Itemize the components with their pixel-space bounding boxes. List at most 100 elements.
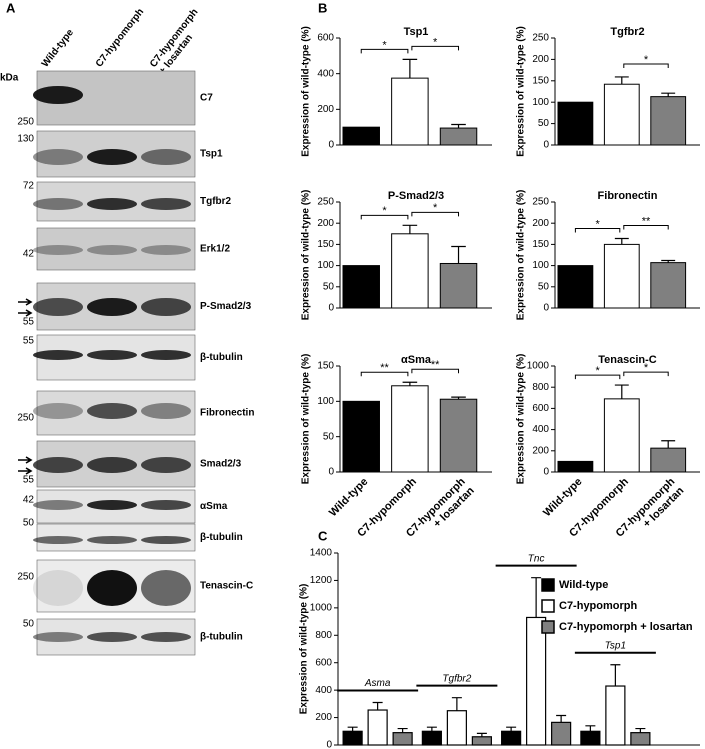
chart-title: Tgfbr2	[610, 26, 644, 38]
y-tick-label: 600	[532, 403, 549, 414]
significance-label: **	[431, 359, 440, 371]
legend-label: C7-hypomorph + losartan	[559, 621, 693, 633]
y-axis-label: Expression of wild-type (%)	[301, 354, 312, 485]
error-bar	[397, 727, 408, 733]
bar	[392, 732, 413, 746]
blot-label: Tgfbr2	[200, 196, 232, 207]
bar	[650, 262, 687, 309]
blot-band	[141, 457, 191, 473]
error-bar	[635, 727, 646, 733]
bar	[421, 730, 442, 746]
y-tick-label: 50	[538, 118, 550, 129]
significance-label: **	[380, 362, 389, 374]
y-tick-label: 150	[532, 239, 549, 250]
column-header: C7-hypomorph+ losartan	[148, 7, 200, 77]
y-tick-label: 200	[532, 54, 549, 65]
error-bar	[372, 701, 383, 711]
significance-bracket	[574, 374, 621, 380]
bar	[391, 77, 429, 146]
bar	[471, 736, 492, 746]
bar	[501, 730, 522, 746]
y-axis-label-text: Expression of wild-type (%)	[516, 354, 527, 485]
band-arrow	[18, 467, 33, 475]
y-tick-label: 250	[532, 33, 549, 44]
marker-label: 55	[23, 475, 35, 486]
y-tick-label: 150	[317, 239, 334, 250]
bar	[439, 127, 478, 146]
blot-label: αSma	[200, 501, 228, 512]
blot-band	[141, 403, 191, 419]
bar	[603, 398, 640, 473]
bar	[342, 126, 380, 146]
significance-label: *	[382, 39, 387, 51]
column-header-text: C7-hypomorph	[94, 7, 146, 70]
y-axis-label-text: Expression of wild-type (%)	[516, 26, 527, 157]
y-tick-label: 400	[315, 685, 332, 696]
blot-band	[141, 350, 191, 360]
blot-band	[87, 298, 137, 316]
legend-swatch	[541, 620, 555, 634]
y-tick-label: 0	[543, 303, 549, 314]
blot-band	[33, 500, 83, 510]
chart-title: Fibronectin	[598, 190, 658, 202]
error-bar	[451, 245, 466, 264]
y-tick-label: 100	[317, 396, 334, 407]
y-axis-label-text: Expression of wild-type (%)	[299, 584, 310, 715]
panel-label: B	[318, 0, 327, 15]
bar	[551, 721, 572, 746]
significance-label: **	[642, 215, 651, 227]
blot-band	[33, 632, 83, 642]
marker-label: 250	[17, 413, 34, 424]
blot-band	[141, 245, 191, 255]
blot-band	[33, 245, 83, 255]
significance-bracket	[574, 227, 621, 233]
marker-label: 250	[17, 117, 34, 128]
y-tick-label: 800	[532, 382, 549, 393]
blot-band	[33, 198, 83, 210]
chart-title: P-Smad2/3	[388, 190, 444, 202]
error-bar	[506, 726, 517, 732]
y-tick-label: 1000	[310, 602, 333, 613]
y-axis-label: Expression of wild-type (%)	[516, 26, 527, 157]
error-bar	[614, 76, 629, 85]
y-tick-label: 0	[328, 140, 334, 151]
bar	[367, 709, 388, 746]
y-tick-label: 200	[315, 712, 332, 723]
marker-label: 55	[23, 336, 35, 347]
blot-band	[33, 570, 83, 606]
significance-label: *	[433, 36, 438, 48]
significance-bracket	[623, 371, 669, 377]
blot-band	[87, 350, 137, 360]
y-tick-label: 100	[532, 260, 549, 271]
y-axis-label: Expression of wild-type (%)	[516, 190, 527, 321]
bar	[439, 398, 478, 473]
y-axis-label: Expression of wild-type (%)	[299, 584, 310, 715]
column-header: C7-hypomorph	[94, 7, 146, 70]
error-bar	[556, 714, 567, 723]
y-tick-label: 1200	[310, 575, 333, 586]
bar	[342, 400, 380, 473]
y-tick-label: 800	[315, 630, 332, 641]
x-tick-label: Wild-type	[541, 476, 584, 519]
band-arrow	[18, 298, 33, 306]
significance-label: *	[595, 365, 600, 377]
band-arrow	[18, 456, 33, 464]
bar	[557, 460, 594, 473]
blot-label: Fibronectin	[200, 408, 254, 419]
y-tick-label: 150	[532, 75, 549, 86]
bar	[391, 385, 429, 473]
blot-label: β-tubulin	[200, 532, 243, 543]
bar	[603, 243, 640, 309]
y-tick-label: 200	[532, 218, 549, 229]
significance-bracket	[411, 211, 460, 217]
y-tick-label: 400	[532, 424, 549, 435]
error-bar	[476, 732, 487, 737]
blot-band	[141, 298, 191, 316]
significance-bracket	[623, 63, 669, 68]
kda-label: kDa	[0, 73, 19, 84]
y-tick-label: 1400	[310, 548, 333, 559]
bar	[630, 732, 651, 746]
y-axis-label-text: Expression of wild-type (%)	[301, 26, 312, 157]
y-tick-label: 600	[317, 33, 334, 44]
